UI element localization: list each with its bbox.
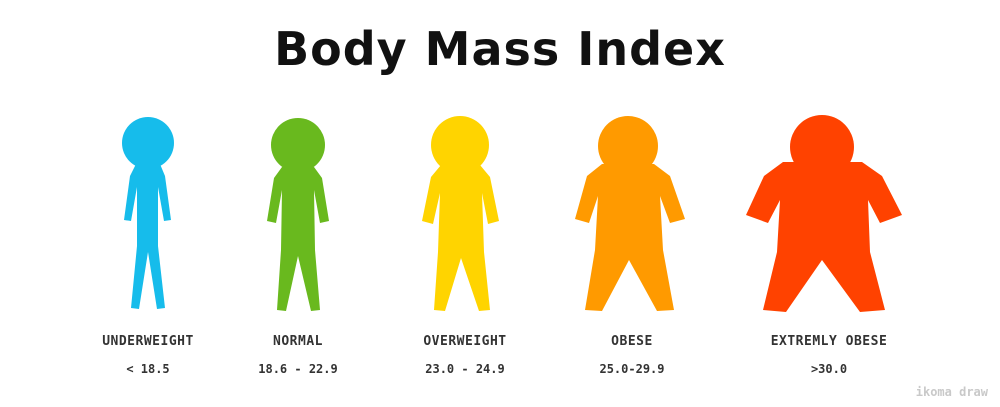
extremely-obese-figure-icon [746, 115, 902, 312]
normal-figure-icon [267, 118, 329, 311]
label-obese: OBESE [611, 334, 653, 349]
obese-body [575, 164, 685, 311]
obese-figure-icon [575, 116, 685, 311]
normal-body [267, 167, 329, 311]
normal-head [271, 118, 325, 172]
obese-head [598, 116, 658, 176]
overweight-figure-icon [422, 116, 499, 311]
overweight-head [431, 116, 489, 174]
label-normal: NORMAL [273, 334, 323, 349]
credit-watermark: ikoma draw [915, 385, 988, 399]
range-extremely-obese: >30.0 [810, 362, 848, 376]
range-overweight: 23.0 - 24.9 [425, 362, 505, 376]
range-obese: 25.0-29.9 [599, 362, 665, 376]
label-underweight: UNDERWEIGHT [102, 334, 194, 349]
extremely-obese-body [746, 162, 902, 312]
underweight-figure-icon [122, 117, 174, 309]
underweight-head [122, 117, 174, 169]
page-title: Body Mass Index [274, 22, 726, 76]
label-extremely-obese: EXTREMLY OBESE [770, 334, 888, 349]
label-overweight: OVERWEIGHT [423, 334, 507, 349]
underweight-body [124, 164, 171, 309]
range-normal: 18.6 - 22.9 [258, 362, 338, 376]
overweight-body [422, 165, 499, 311]
range-underweight: < 18.5 [126, 362, 170, 376]
